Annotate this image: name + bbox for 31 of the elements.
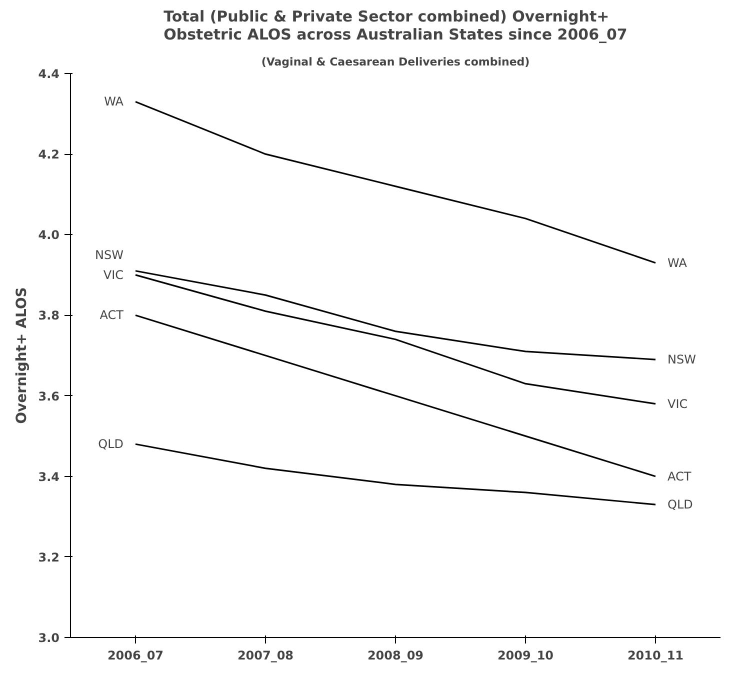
text: QLD xyxy=(668,498,693,512)
y-tick-label: 4.2 xyxy=(38,148,60,162)
series-label: NSW xyxy=(668,352,696,367)
y-tick-label: 3.6 xyxy=(38,389,60,404)
series-label: QLD xyxy=(98,437,124,452)
chart-title: Total (Public & Private Sector combined) Overnight+ Obstetric ALOS across Australian States since 2006_07 xyxy=(164,8,628,44)
line-series xyxy=(134,100,656,264)
y-tick-label: 3.4 xyxy=(38,470,60,484)
series-label: WA xyxy=(104,94,124,109)
series-label: ACT xyxy=(100,308,124,322)
chart-subtitle: (Vaginal & Caesarean Deliveries combined) xyxy=(261,56,530,68)
y-axis-title: Overnight+ ALOS xyxy=(14,287,30,424)
x-tick-label: 2007_08 xyxy=(237,648,294,662)
x-tick-label: 2010_11 xyxy=(627,648,684,662)
text: WA xyxy=(668,256,687,270)
y-tick-label: 4.4 xyxy=(38,67,60,81)
y-tick-label: 3.2 xyxy=(38,550,60,564)
x-tick-label: 2008_09 xyxy=(367,648,424,662)
series-label: VIC xyxy=(103,268,124,282)
y-tick-label: 4.0 xyxy=(38,228,60,242)
x-tick-label: 2009_10 xyxy=(497,648,554,662)
text: VIC xyxy=(668,396,688,411)
y-tick-label: 3.8 xyxy=(38,308,60,323)
x-tick-label: 2006_07 xyxy=(107,648,164,662)
line-series xyxy=(134,314,656,478)
y-tick-label: 3.0 xyxy=(38,631,60,645)
line-series xyxy=(134,270,656,360)
line-series xyxy=(134,443,656,506)
line-series xyxy=(134,274,656,405)
text: ACT xyxy=(668,469,692,484)
text: NSW xyxy=(95,248,124,262)
